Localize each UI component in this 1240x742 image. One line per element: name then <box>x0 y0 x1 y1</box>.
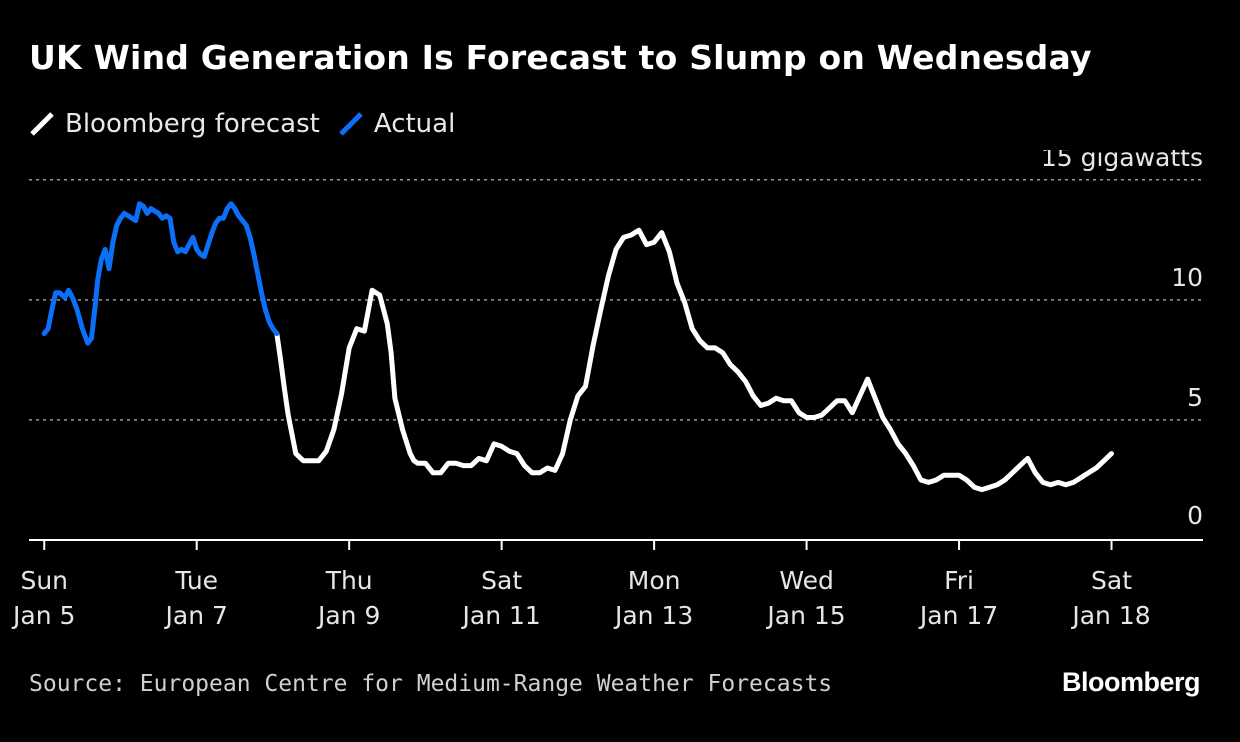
x-tick-label-date-2: Jan 9 <box>316 601 380 630</box>
actual-swatch-line <box>339 112 363 136</box>
legend-item-forecast: Bloomberg forecast <box>29 109 320 139</box>
x-tick-label-date-3: Jan 11 <box>461 601 541 630</box>
legend-label-actual: Actual <box>373 109 456 139</box>
y-tick-label-15: 15 gigawatts <box>1041 150 1203 172</box>
series-line-actual <box>41 201 280 346</box>
x-tick-label-date-1: Jan 7 <box>164 601 228 630</box>
y-tick-label-10: 10 <box>1171 263 1203 292</box>
line-chart: 0 5 10 15 gigawatts Sun Jan 5 Tue Jan 7 Thu Jan … <box>11 150 1203 630</box>
x-tick-label-day-3: Sat <box>481 566 522 595</box>
source-note: Source: European Centre for Medium-Range… <box>29 671 833 697</box>
y-axis-tick-labels: 0 5 10 15 gigawatts <box>1041 150 1203 530</box>
y-tick-label-5: 5 <box>1187 383 1203 412</box>
legend: Bloomberg forecast Actual <box>29 106 473 142</box>
chart-title: UK Wind Generation Is Forecast to Slump … <box>29 38 1092 77</box>
x-tick-label-day-2: Thu <box>325 566 373 595</box>
gridlines <box>29 179 1203 421</box>
series-lines <box>41 201 1114 493</box>
x-tick-label-day-1: Tue <box>174 566 218 595</box>
series-line-bloomberg-forecast <box>274 227 1114 493</box>
x-tick-label-day-7: Sat <box>1091 566 1132 595</box>
x-tick-label-date-6: Jan 17 <box>918 601 998 630</box>
y-tick-label-0: 0 <box>1187 501 1203 530</box>
x-axis: Sun Jan 5 Tue Jan 7 Thu Jan 9 Sat Jan 11 Mon Jan … <box>11 539 1203 630</box>
x-tick-label-day-4: Mon <box>628 566 681 595</box>
forecast-swatch-line <box>30 112 54 136</box>
x-tick-label-day-0: Sun <box>20 566 68 595</box>
x-tick-label-date-0: Jan 5 <box>11 601 75 630</box>
bloomberg-logo: Bloomberg <box>1061 667 1201 697</box>
x-tick-label-date-5: Jan 15 <box>765 601 845 630</box>
legend-label-forecast: Bloomberg forecast <box>65 109 320 139</box>
forecast-swatch-icon <box>30 112 54 136</box>
actual-swatch-icon <box>339 112 363 136</box>
x-tick-label-date-4: Jan 13 <box>613 601 693 630</box>
legend-item-actual: Actual <box>338 109 455 139</box>
x-tick-label-day-5: Wed <box>779 566 834 595</box>
x-tick-label-date-7: Jan 18 <box>1070 601 1150 630</box>
x-tick-label-day-6: Fri <box>944 566 974 595</box>
